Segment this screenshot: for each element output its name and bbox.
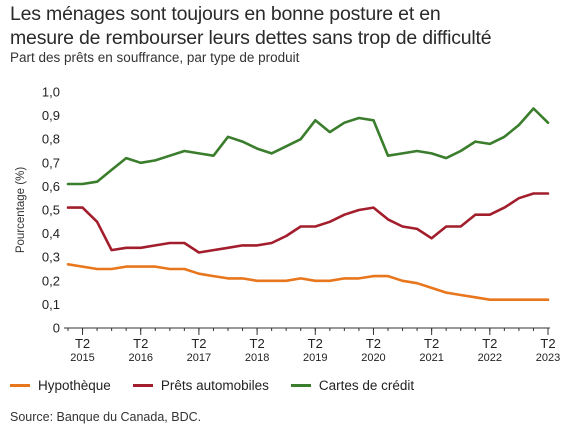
- legend-label-auto: Prêts automobiles: [160, 378, 269, 393]
- chart-subtitle: Part des prêts en souffrance, par type d…: [10, 50, 300, 65]
- y-tick-label: 0: [53, 321, 60, 336]
- chart-title: Les ménages sont toujours en bonne postu…: [10, 2, 570, 50]
- x-tick-label-year: 2018: [245, 352, 269, 364]
- x-tick-label-quarter: T2: [250, 336, 265, 351]
- x-tick-label-year: 2023: [536, 352, 560, 364]
- x-tick-label-quarter: T2: [366, 336, 381, 351]
- y-tick-label: 0,5: [42, 203, 60, 218]
- x-tick-label-year: 2020: [361, 352, 385, 364]
- y-tick-label: 0,1: [42, 297, 60, 312]
- y-tick-label: 0,2: [42, 273, 60, 288]
- y-tick-label: 0,6: [42, 179, 60, 194]
- y-tick-label: 0,9: [42, 108, 60, 123]
- chart-title-line-1: Les ménages sont toujours en bonne postu…: [10, 3, 441, 25]
- legend-label-hypotheque: Hypothèque: [38, 378, 111, 393]
- x-tick-label-year: 2019: [303, 352, 327, 364]
- y-tick-label: 0,3: [42, 250, 60, 265]
- x-tick-label-year: 2022: [478, 352, 502, 364]
- x-tick-label-year: 2021: [419, 352, 443, 364]
- y-tick-label: 0,4: [42, 226, 60, 241]
- legend-swatch-hypotheque: [10, 384, 30, 387]
- legend-item-credit: Cartes de crédit: [290, 378, 415, 393]
- series-line-auto: [66, 192, 550, 254]
- source-note: Source: Banque du Canada, BDC.: [10, 410, 202, 424]
- legend: Hypothèque Prêts automobiles Cartes de c…: [10, 378, 436, 393]
- y-tick-label: 0,7: [42, 155, 60, 170]
- y-tick-label: 1,0: [42, 85, 60, 100]
- series-line-hypotheque: [66, 262, 550, 302]
- x-tick-label-quarter: T2: [424, 336, 439, 351]
- x-tick-label-year: 2015: [70, 352, 94, 364]
- legend-swatch-credit: [290, 384, 311, 387]
- x-tick-label-quarter: T2: [75, 336, 90, 351]
- y-tick-label: 0,8: [42, 132, 60, 147]
- x-tick-label-year: 2016: [128, 352, 152, 364]
- x-tick-label-quarter: T2: [308, 336, 323, 351]
- legend-item-hypotheque: Hypothèque: [10, 378, 111, 393]
- x-tick-label-quarter: T2: [540, 336, 555, 351]
- x-tick-label-quarter: T2: [133, 336, 148, 351]
- x-tick-label-quarter: T2: [482, 336, 497, 351]
- x-tick-label-quarter: T2: [191, 336, 206, 351]
- y-axis-title: Pourcentage (%): [15, 167, 27, 253]
- legend-label-credit: Cartes de crédit: [318, 378, 415, 393]
- legend-swatch-auto: [132, 384, 153, 387]
- chart-title-line-2: mesure de rembourser leurs dettes sans t…: [10, 27, 492, 49]
- legend-item-auto: Prêts automobiles: [132, 378, 269, 393]
- x-tick-label-year: 2017: [187, 352, 211, 364]
- series-line-credit: [66, 107, 550, 186]
